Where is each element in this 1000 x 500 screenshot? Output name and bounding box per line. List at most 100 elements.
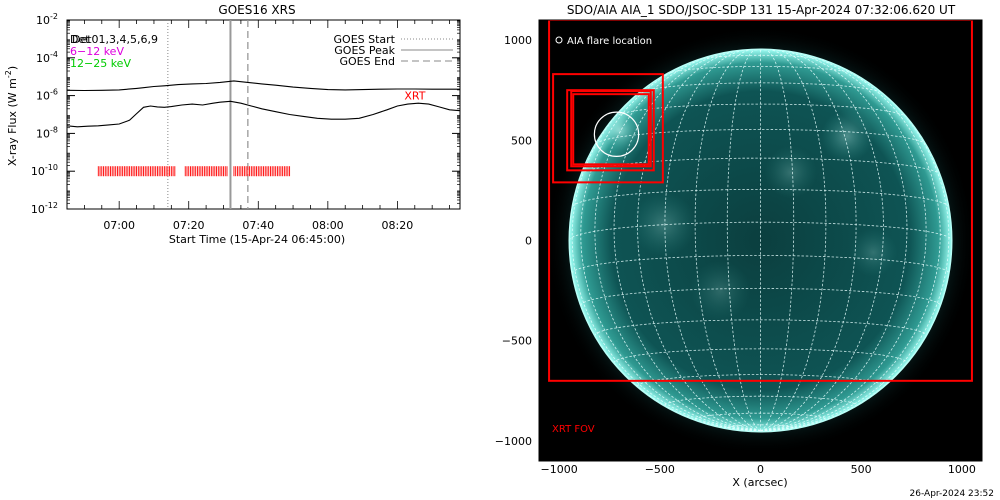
xrs-series-1 — [66, 100, 461, 128]
footer-timestamp: 26-Apr-2024 23:52 — [910, 489, 994, 499]
flare-location-circle — [593, 111, 640, 158]
xrt-observation-interval-0 — [97, 166, 176, 177]
xrt-fov-box — [548, 20, 973, 382]
grid-longitude-line — [760, 57, 941, 432]
goes-y-tick-sup: -6 — [50, 88, 58, 97]
xrs-series-0 — [66, 80, 460, 92]
xrt-observation-interval-2 — [233, 166, 291, 177]
grid-longitude-line — [664, 49, 761, 432]
active-region-glow — [849, 228, 898, 277]
xrt-fov-boxes — [548, 20, 973, 382]
goes-y-tick-label: 10-6 — [36, 88, 58, 103]
goes-y-tick-base: 10 — [31, 203, 45, 216]
grid-longitude-line — [760, 51, 927, 432]
goes-plot-frame — [66, 19, 461, 210]
grid-latitude-line — [666, 66, 855, 75]
grid-longitude-line — [726, 49, 761, 432]
grid-longitude-line — [694, 49, 761, 432]
aia-x-tick-label: 500 — [851, 463, 872, 476]
goes-y-tick-base: 10 — [36, 52, 50, 65]
aia-x-tick-label: −1000 — [541, 463, 578, 476]
aia-y-ticks: 1000 500 0 −500 −1000 — [495, 34, 547, 448]
aia-image-panel: SDO/AIA AIA_1 SDO/JSOC-SDP 131 15-Apr-20… — [495, 3, 983, 489]
goes-y-tick-sup: -10 — [45, 163, 58, 172]
goes-x-tick-label: 08:00 — [312, 219, 344, 232]
aia-y-tick-label: 0 — [525, 235, 532, 248]
aia-y-tick-label: 1000 — [504, 34, 532, 47]
goes-y-tick-sup: -12 — [45, 201, 58, 210]
xrt-subframe-box — [552, 73, 664, 184]
grid-longitude-line — [760, 49, 884, 432]
grid-longitude-line — [637, 49, 761, 432]
legend-detectors: Det01,3,4,5,6,9 — [72, 33, 158, 46]
aia-y-tick-label: −1000 — [495, 435, 532, 448]
legend-goes-start: GOES Start — [334, 33, 396, 46]
aia-y-tick-label: 500 — [511, 134, 532, 147]
xrt-fov-label: XRT FOV — [552, 424, 595, 435]
active-regions — [597, 108, 898, 321]
goes-x-tick-label: 08:20 — [382, 219, 414, 232]
grid-longitude-line — [760, 73, 950, 432]
xrt-annotation: XRT — [404, 89, 425, 102]
goes-y-tick-sup: -2 — [50, 12, 58, 21]
legend-channel-high: 12−25 keV — [70, 57, 131, 70]
grid-longitude-line — [760, 49, 857, 432]
active-region-glow — [631, 192, 697, 257]
goes-x-tick-label: 07:00 — [103, 219, 135, 232]
aia-x-tick-label: −500 — [645, 463, 675, 476]
legend-detectors-overlap: Det — [70, 33, 90, 46]
goes-y-tick-label: 10-4 — [36, 50, 58, 65]
goes-y-tick-sup: -4 — [50, 50, 58, 59]
goes-y-axis-label-exp: -2 — [4, 70, 13, 78]
goes-y-tick-label: 10-12 — [31, 201, 58, 216]
grid-longitude-line — [580, 57, 761, 432]
goes-y-tick-base: 10 — [31, 165, 45, 178]
aia-x-tick-label: 0 — [757, 463, 764, 476]
goes-marks — [66, 20, 461, 209]
goes-x-tick-label: 07:20 — [173, 219, 205, 232]
goes-y-tick-label: 10-10 — [31, 163, 58, 178]
xrt-subframe-box — [572, 93, 650, 166]
active-region-glow — [690, 260, 751, 321]
legend-goes-end: GOES End — [339, 55, 395, 68]
grid-longitude-line — [594, 51, 761, 432]
active-region-glow — [764, 146, 817, 199]
aia-title: SDO/AIA AIA_1 SDO/JSOC-SDP 131 15-Apr-20… — [567, 3, 956, 17]
goes-y-axis-label-close: ) — [6, 66, 19, 70]
grid-longitude-line — [760, 49, 795, 432]
aia-x-axis-label: X (arcsec) — [732, 476, 787, 489]
xrt-subframe-box — [570, 90, 652, 168]
xrt-subframe-box — [566, 89, 655, 172]
goes-y-tick-sup: -8 — [50, 125, 58, 134]
goes-y-tick-base: 10 — [36, 14, 50, 27]
legend-channel-low: 6−12 keV — [70, 45, 124, 58]
grid-longitude-line — [760, 49, 827, 432]
goes-y-tick-label: 10-8 — [36, 125, 58, 140]
flare-legend-marker — [555, 36, 563, 44]
goes-y-tick-base: 10 — [36, 127, 50, 140]
aia-x-tick-label: 1000 — [948, 463, 976, 476]
aia-y-tick-label: −500 — [502, 335, 532, 348]
grid-longitude-line — [571, 73, 761, 432]
legend-goes-peak: GOES Peak — [334, 44, 395, 57]
aia-x-ticks: −1000 −500 0 500 1000 — [541, 453, 976, 476]
xrt-observation-interval-1 — [184, 166, 228, 177]
goes-x-ticks: 07:00 07:20 07:40 08:00 08:20 — [83, 20, 450, 232]
grid-longitude-line — [760, 50, 908, 432]
goes-y-tick-base: 10 — [36, 90, 50, 103]
goes-title: GOES16 XRS — [218, 3, 295, 17]
grid-longitude-line — [613, 50, 761, 432]
active-region-glow — [820, 110, 874, 163]
solar-limb — [568, 48, 953, 433]
grid-latitude-line — [638, 82, 883, 94]
goes-x-axis-label: Start Time (15-Apr-24 06:45:00) — [169, 233, 345, 246]
goes-y-tick-label: 10-2 — [36, 12, 58, 27]
goes-x-tick-label: 07:40 — [242, 219, 274, 232]
grid-latitude-line — [726, 424, 795, 429]
flare-legend-label: AIA flare location — [567, 36, 652, 47]
goes-y-axis-label: X-ray Flux (W m-2) — [4, 66, 19, 166]
goes-y-axis-label-base: X-ray Flux (W m — [6, 78, 19, 166]
